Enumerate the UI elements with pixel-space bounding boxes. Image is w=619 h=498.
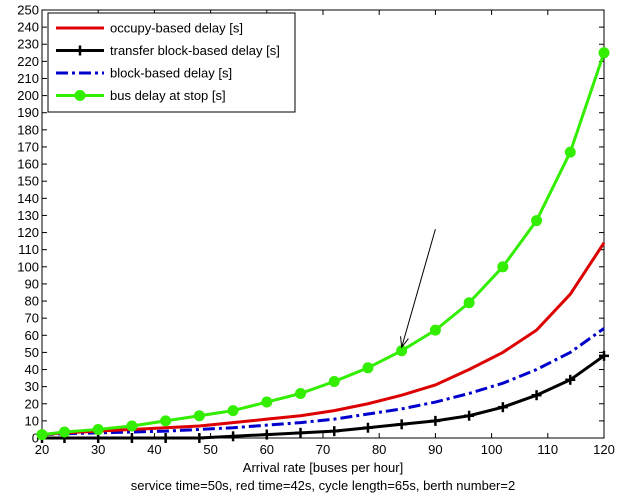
y-tick-label: 200 xyxy=(17,88,39,103)
y-tick-label: 110 xyxy=(18,242,39,257)
y-tick-label: 30 xyxy=(25,379,39,394)
data-point xyxy=(295,387,307,399)
series-layer xyxy=(36,47,610,443)
data-point xyxy=(497,402,508,413)
data-point xyxy=(227,405,239,417)
legend-label: occupy-based delay [s] xyxy=(110,21,243,36)
series-line xyxy=(41,52,606,437)
x-tick-label: 40 xyxy=(147,442,161,457)
y-tick-label: 90 xyxy=(25,276,39,291)
series-line xyxy=(42,354,605,440)
data-point xyxy=(228,431,239,442)
y-tick-label: 120 xyxy=(17,225,39,240)
data-point xyxy=(329,426,340,437)
y-axis: 0 10 20 30 40 50 60 70 80 90 100 110 120 130 140 150 160… xyxy=(17,3,604,446)
data-point xyxy=(430,415,441,426)
legend-item: transfer block-based delay [s] xyxy=(56,43,280,58)
annotation-arrow xyxy=(400,228,436,349)
data-point xyxy=(497,261,509,273)
series-line xyxy=(41,327,605,437)
y-tick-label: 240 xyxy=(17,20,39,35)
data-point xyxy=(58,426,70,438)
y-tick-label: 50 xyxy=(25,345,39,360)
y-tick-label: 100 xyxy=(17,259,39,274)
legend-item: occupy-based delay [s] xyxy=(56,21,243,36)
y-tick-label: 160 xyxy=(17,157,39,172)
data-point xyxy=(160,415,172,427)
data-point xyxy=(362,362,374,374)
series-line xyxy=(41,242,606,437)
data-point xyxy=(160,433,171,443)
legend: occupy-based delay [s] transfer block-bas… xyxy=(47,12,296,113)
y-tick-label: 210 xyxy=(17,71,39,86)
y-tick-label: 10 xyxy=(25,413,39,428)
legend-item: block-based delay [s] xyxy=(56,66,232,81)
x-tick-label: 80 xyxy=(372,442,386,457)
y-tick-label: 40 xyxy=(25,362,39,377)
data-point xyxy=(74,90,86,101)
y-tick-label: 0 xyxy=(32,431,39,446)
y-tick-label: 180 xyxy=(17,122,39,137)
data-point xyxy=(75,45,85,56)
y-tick-label: 230 xyxy=(17,37,39,52)
data-point xyxy=(599,350,609,361)
data-point xyxy=(126,420,138,432)
data-point xyxy=(126,433,137,443)
data-point xyxy=(598,47,610,59)
legend-label: bus delay at stop [s] xyxy=(110,88,226,103)
data-point xyxy=(36,429,48,441)
data-point xyxy=(565,374,576,385)
data-point xyxy=(261,429,272,440)
series-2 xyxy=(41,327,605,437)
x-tick-label: 110 xyxy=(537,442,558,457)
data-point xyxy=(92,423,104,435)
chart-caption: service time=50s, red time=42s, cycle le… xyxy=(131,478,515,493)
x-tick-label: 120 xyxy=(593,442,615,457)
y-tick-label: 70 xyxy=(25,311,39,326)
data-point xyxy=(531,390,542,401)
y-tick-label: 190 xyxy=(17,105,39,120)
data-point xyxy=(396,419,407,430)
data-point xyxy=(261,396,273,408)
data-point xyxy=(362,422,373,433)
x-tick-label: 90 xyxy=(428,442,442,457)
data-point xyxy=(328,376,340,388)
legend-item: bus delay at stop [s] xyxy=(56,88,226,103)
data-point xyxy=(531,215,543,227)
data-point xyxy=(564,146,576,158)
data-point xyxy=(295,427,306,438)
data-point xyxy=(464,410,475,421)
y-tick-label: 80 xyxy=(25,294,39,309)
y-tick-label: 170 xyxy=(17,139,39,154)
legend-label: transfer block-based delay [s] xyxy=(110,43,280,58)
data-point xyxy=(193,410,205,422)
y-tick-label: 250 xyxy=(17,3,39,18)
series-0 xyxy=(41,242,606,437)
x-tick-label: 60 xyxy=(260,442,274,457)
y-tick-label: 150 xyxy=(17,174,39,189)
annotation-layer xyxy=(400,228,436,349)
x-axis: 20 30 40 50 60 70 80 90 100 110 120 xyxy=(35,10,615,457)
y-tick-label: 20 xyxy=(25,396,39,411)
data-point xyxy=(194,433,205,443)
x-tick-label: 70 xyxy=(316,442,330,457)
x-tick-label: 50 xyxy=(203,442,217,457)
series-3 xyxy=(36,47,610,441)
x-axis-label: Arrival rate [buses per hour] xyxy=(243,460,403,475)
y-tick-label: 130 xyxy=(17,208,39,223)
legend-label: block-based delay [s] xyxy=(110,66,232,81)
x-tick-label: 30 xyxy=(91,442,105,457)
y-tick-label: 140 xyxy=(17,191,39,206)
x-tick-label: 20 xyxy=(35,442,49,457)
y-tick-label: 220 xyxy=(17,54,39,69)
y-tick-label: 60 xyxy=(25,328,39,343)
data-point xyxy=(429,324,441,336)
data-point xyxy=(463,297,475,309)
x-tick-label: 100 xyxy=(481,442,503,457)
